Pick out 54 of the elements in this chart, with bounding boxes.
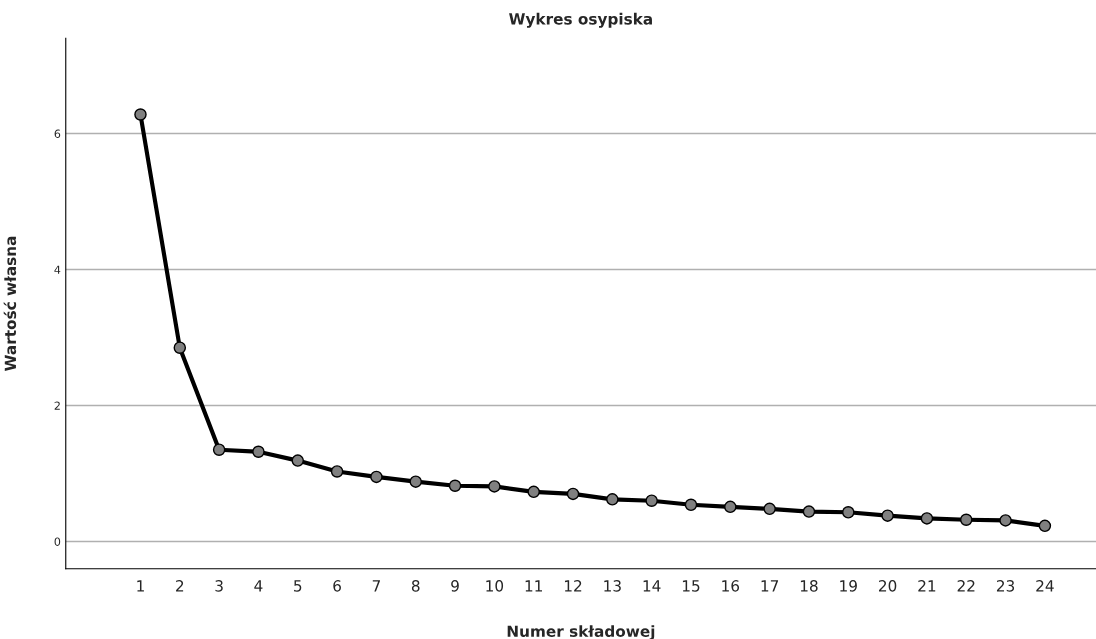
- point: [527, 485, 540, 499]
- y-tick-label: 4: [54, 265, 61, 274]
- point: [173, 341, 187, 354]
- point: [134, 108, 147, 121]
- point: [291, 454, 305, 467]
- point: [448, 479, 462, 493]
- point: [330, 465, 344, 478]
- point: [881, 509, 894, 522]
- point: [999, 514, 1012, 527]
- x-tick-label: 9: [451, 580, 459, 592]
- x-tick-label: 14: [643, 580, 661, 592]
- x-tick-label: 8: [411, 580, 420, 592]
- x-tick-label: 22: [957, 580, 975, 592]
- y-axis-title: Wartość własna: [3, 236, 17, 371]
- point: [959, 513, 973, 527]
- x-tick-label: 13: [604, 580, 621, 592]
- point: [409, 475, 422, 488]
- chart-title: Wykres osypiska: [509, 12, 652, 28]
- point: [802, 505, 816, 518]
- point: [684, 498, 698, 512]
- x-tick-label: 19: [840, 580, 857, 592]
- x-tick-label: 10: [486, 580, 504, 592]
- x-tick-label: 20: [878, 580, 897, 592]
- point: [252, 445, 265, 459]
- point: [724, 500, 737, 514]
- point: [488, 480, 501, 493]
- x-tick-label: 3: [215, 580, 223, 592]
- x-tick-label: 6: [333, 580, 341, 592]
- x-tick-label: 21: [918, 580, 936, 592]
- x-tick-label: 23: [996, 580, 1015, 592]
- x-tick-label: 18: [800, 580, 818, 592]
- x-tick-label: 11: [525, 580, 542, 592]
- y-tick-label: 6: [54, 129, 61, 138]
- x-tick-label: 17: [761, 580, 779, 592]
- x-tick-label: 16: [722, 580, 740, 592]
- point: [920, 512, 934, 525]
- x-tick-label: 2: [176, 580, 184, 592]
- x-tick-label: 12: [564, 580, 582, 592]
- x-tick-label: 15: [682, 580, 700, 592]
- x-tick-label: 24: [1036, 580, 1054, 592]
- point: [370, 470, 383, 484]
- point: [645, 494, 658, 507]
- y-tick-label: 0: [54, 537, 61, 546]
- point: [606, 493, 619, 506]
- x-tick-label: 7: [372, 580, 380, 592]
- point: [566, 487, 580, 501]
- point: [842, 506, 855, 519]
- y-tick-label: 2: [54, 401, 60, 410]
- x-tick-label: 4: [254, 580, 263, 592]
- x-tick-label: 5: [294, 580, 302, 592]
- point: [1038, 519, 1052, 533]
- x-tick-label: 1: [137, 580, 144, 592]
- point: [212, 443, 226, 456]
- point: [763, 502, 776, 516]
